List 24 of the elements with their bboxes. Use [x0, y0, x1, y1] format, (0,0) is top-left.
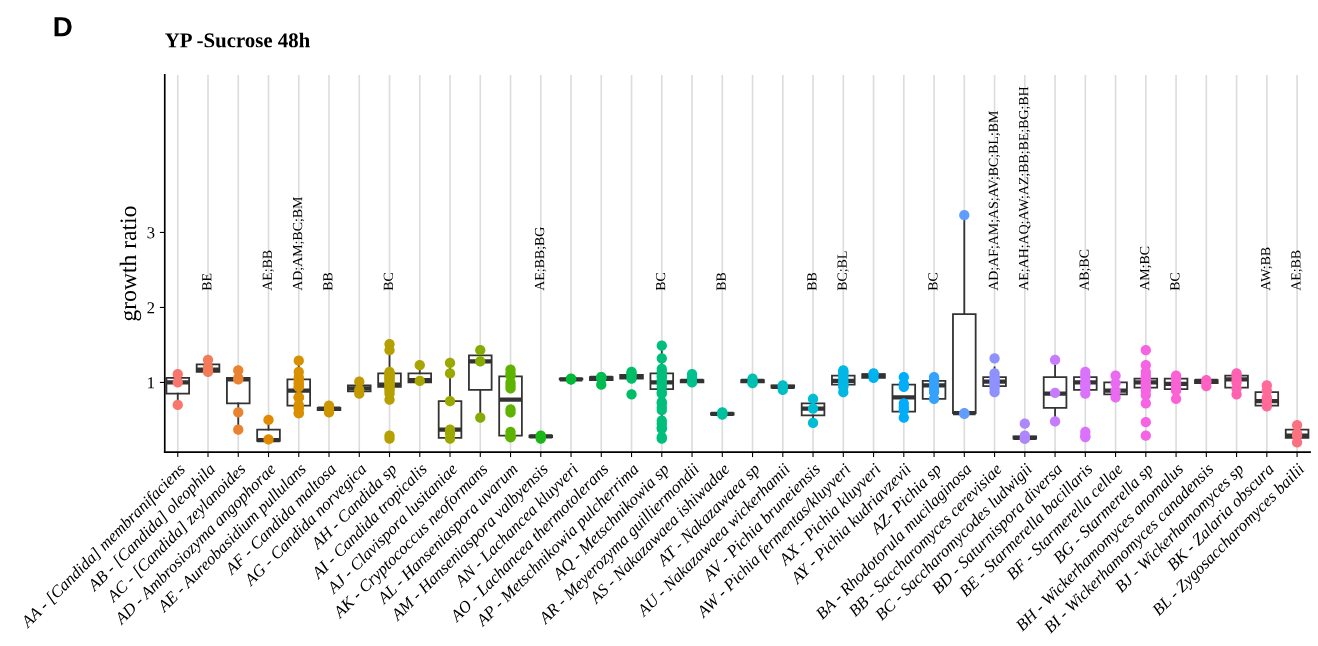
- annotation: BB: [807, 272, 817, 291]
- y-tick-label: 2: [147, 302, 155, 314]
- annotation: AE;BB;BG: [534, 227, 547, 291]
- annotation: BE: [202, 273, 212, 291]
- annotation: AM;BC: [1139, 246, 1152, 291]
- annotation: AW;BB: [1261, 247, 1273, 291]
- annotation: AE;AH;AQ;AW;AZ;BB;BE;BG;BH: [1018, 86, 1031, 291]
- annotation: BC: [928, 272, 938, 291]
- annotation: BC: [1170, 272, 1180, 291]
- annotation: AE;BB: [262, 250, 274, 291]
- annotation: BC: [383, 272, 393, 291]
- text: D: [54, 17, 72, 37]
- annotation: BC;BL: [837, 251, 849, 291]
- annotation: AD;AF;AM;AS;AV;BC;BL;BM: [988, 111, 1001, 291]
- annotation: AB;BC: [1079, 249, 1091, 291]
- annotation: BC: [655, 272, 666, 291]
- annotation: AD;AM;BC;BM: [292, 196, 305, 291]
- annotation: BB: [323, 272, 333, 291]
- y-tick-label: 3: [147, 227, 155, 239]
- annotation: AE;BB: [1291, 250, 1303, 291]
- annotation: BB: [716, 272, 726, 291]
- y-axis-title: growth ratio: [119, 206, 142, 321]
- y-tick-label: 1: [148, 377, 155, 389]
- chart-title: YP -Sucrose 48h: [165, 32, 310, 48]
